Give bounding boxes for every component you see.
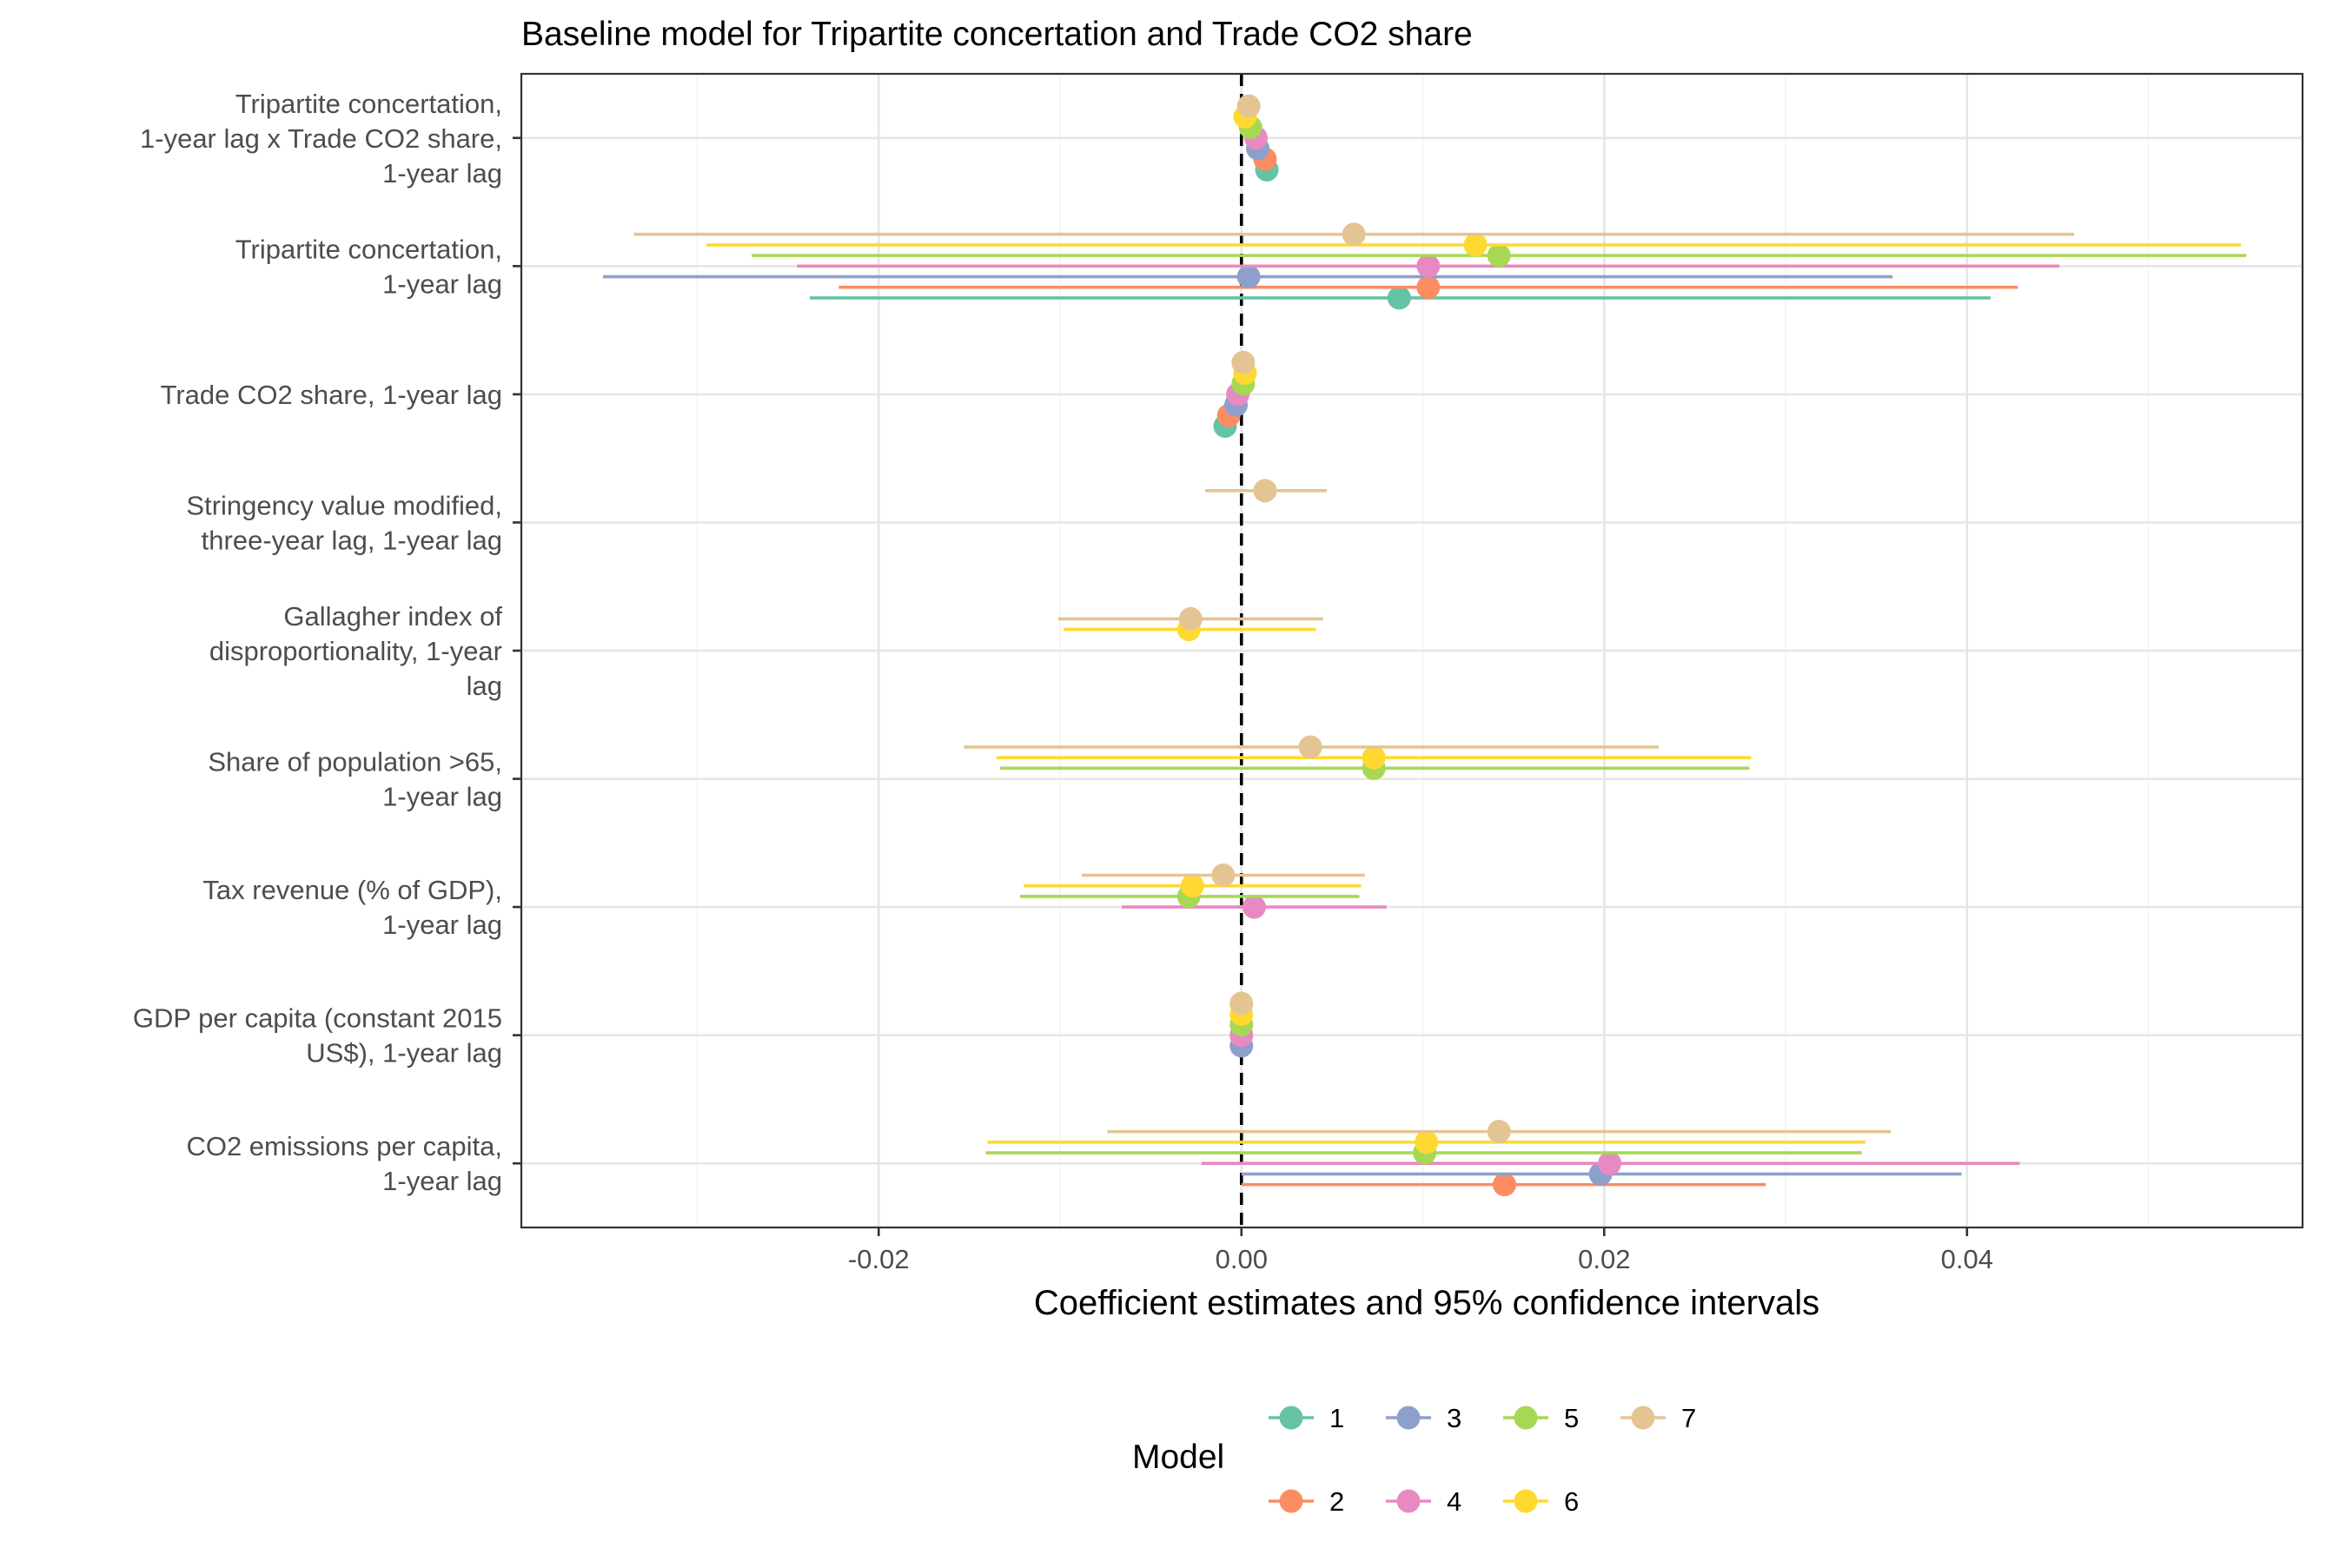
estimate-point — [1598, 1151, 1622, 1175]
y-tick-label-line: GDP per capita (constant 2015 — [133, 1003, 502, 1034]
x-axis-label: Coefficient estimates and 95% confidence… — [1034, 1284, 1819, 1322]
y-tick-label: Tripartite concertation, 1-year lag x Tra… — [140, 89, 502, 189]
legend-key-point — [1279, 1489, 1303, 1513]
estimate-point — [1236, 94, 1261, 118]
legend-key-point — [1631, 1406, 1655, 1430]
legend-label: 1 — [1329, 1403, 1344, 1433]
legend-title: Model — [1132, 1439, 1224, 1476]
legend-label: 7 — [1681, 1403, 1696, 1433]
legend: Model 1 2 3 4 5 6 7 — [1132, 1403, 1696, 1517]
estimate-point — [1253, 479, 1277, 503]
y-tick-label: Stringency value modified, three-year lag… — [186, 490, 502, 555]
y-tick-label-line: Gallagher index of — [283, 601, 502, 632]
legend-key-point — [1514, 1489, 1538, 1513]
estimate-point — [1487, 243, 1511, 268]
y-tick-label-line: three-year lag, 1-year lag — [202, 525, 502, 555]
estimate-point — [1416, 275, 1441, 300]
y-tick-label-line: US$), 1-year lag — [306, 1038, 502, 1068]
estimate-point — [1242, 895, 1266, 919]
estimate-point — [1387, 286, 1411, 310]
estimate-point — [1180, 874, 1204, 898]
estimate-point — [1362, 745, 1386, 770]
legend-label: 2 — [1329, 1486, 1344, 1517]
y-tick-label: Tax revenue (% of GDP), 1-year lag — [202, 875, 502, 940]
plot-area: Tripartite concertation, 1-year lag x Tra… — [133, 72, 2304, 1274]
y-tick-label-line: 1-year lag — [382, 1166, 502, 1196]
y-tick-label: Gallagher index of disproportionality, 1-… — [209, 601, 503, 701]
estimate-point — [1298, 735, 1322, 759]
estimate-point — [1229, 991, 1254, 1016]
y-tick-label-line: disproportionality, 1-year — [209, 636, 502, 666]
y-tick-label: CO2 emissions per capita, 1-year lag — [186, 1131, 502, 1196]
legend-key-point — [1396, 1406, 1421, 1430]
y-tick-label-line: CO2 emissions per capita, — [186, 1131, 502, 1161]
legend-label: 4 — [1447, 1486, 1461, 1517]
y-tick-label-line: Stringency value modified, — [186, 490, 502, 520]
y-tick-label: Share of population >65, 1-year lag — [208, 747, 502, 812]
x-tick-label: 0.00 — [1216, 1244, 1268, 1274]
y-tick-label-line: Tripartite concertation, — [235, 234, 502, 264]
x-tick-label: 0.04 — [1941, 1244, 1993, 1274]
legend-label: 5 — [1564, 1403, 1579, 1433]
estimate-point — [1463, 233, 1488, 257]
legend-key-point — [1514, 1406, 1538, 1430]
x-tick-label: 0.02 — [1578, 1244, 1630, 1274]
legend-label: 3 — [1447, 1403, 1461, 1433]
y-tick-label-line: 1-year lag — [382, 910, 502, 940]
y-tick-label-line: lag — [467, 671, 502, 701]
y-tick-label: Trade CO2 share, 1-year lag — [161, 380, 502, 410]
estimate-point — [1211, 863, 1236, 888]
y-tick-label: GDP per capita (constant 2015 US$), 1-yea… — [133, 1003, 502, 1068]
estimate-point — [1342, 222, 1366, 247]
estimate-point — [1236, 265, 1261, 289]
estimate-point — [1415, 1130, 1439, 1154]
y-tick-label-line: 1-year lag — [382, 782, 502, 812]
y-tick-label-line: 1-year lag — [382, 268, 502, 299]
y-tick-label-line: Trade CO2 share, 1-year lag — [161, 380, 502, 410]
y-tick-label-line: 1-year lag x Trade CO2 share, — [140, 123, 502, 154]
y-tick-label-line: Share of population >65, — [208, 747, 502, 777]
y-tick-label-line: 1-year lag — [382, 158, 502, 189]
estimate-point — [1492, 1173, 1516, 1197]
y-tick-label: Tripartite concertation, 1-year lag — [235, 234, 502, 299]
chart-title: Baseline model for Tripartite concertati… — [521, 16, 1473, 53]
estimate-point — [1178, 606, 1203, 631]
legend-key-point — [1279, 1406, 1303, 1430]
x-tick-label: -0.02 — [848, 1244, 910, 1274]
legend-label: 6 — [1564, 1486, 1579, 1517]
estimate-point — [1487, 1120, 1511, 1144]
y-tick-label-line: Tripartite concertation, — [235, 89, 502, 119]
estimate-point — [1416, 254, 1441, 278]
estimate-point — [1231, 350, 1256, 374]
y-tick-label-line: Tax revenue (% of GDP), — [202, 875, 502, 905]
legend-key-point — [1396, 1489, 1421, 1513]
